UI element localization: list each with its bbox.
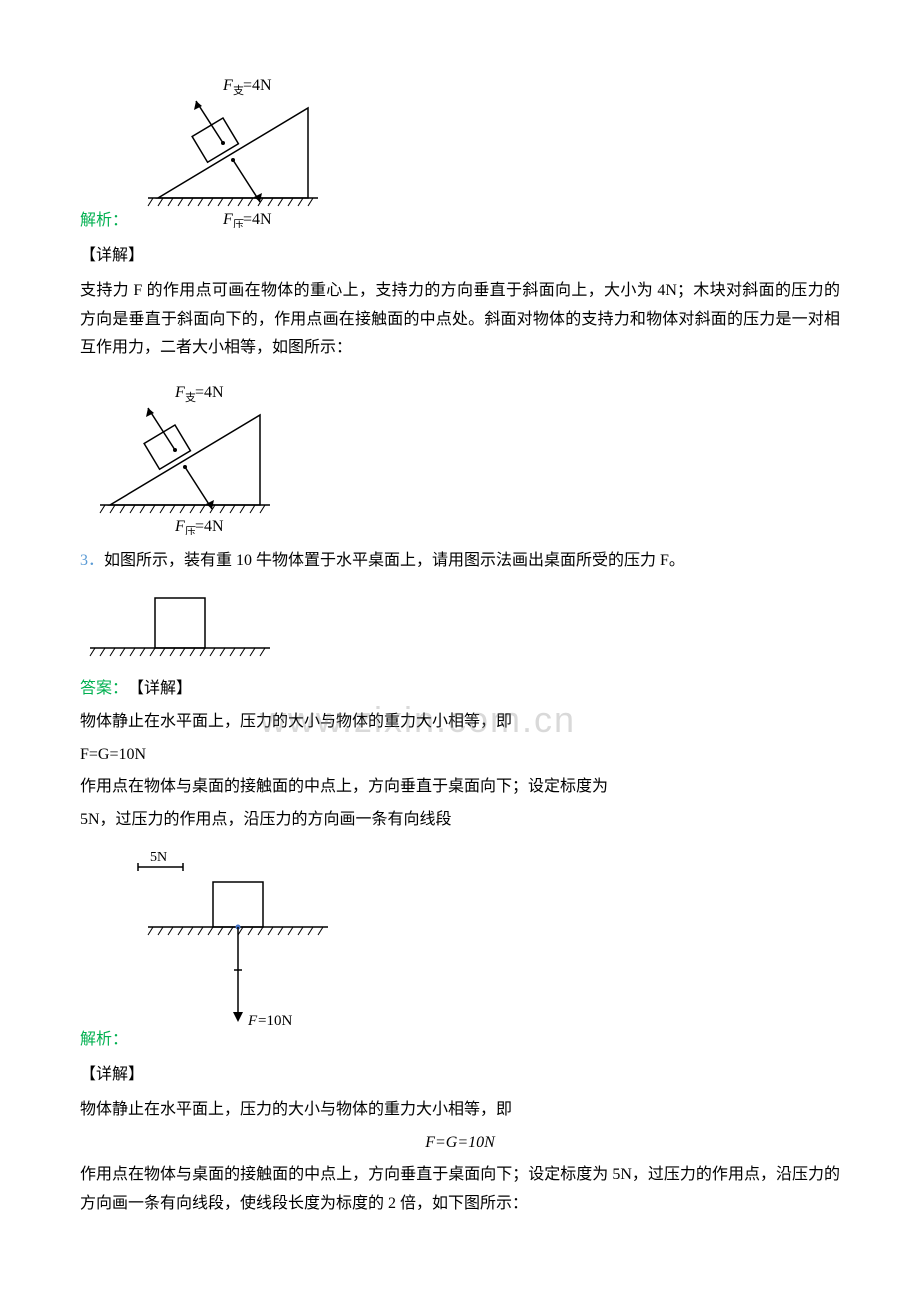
detail-label-2: 【详解】 bbox=[80, 1061, 840, 1090]
detail-label-1: 【详解】 bbox=[80, 242, 840, 271]
analysis-label-1: 解析： bbox=[80, 207, 128, 236]
svg-text:=4N: =4N bbox=[195, 384, 224, 401]
explanation-text-5: 作用点在物体与桌面的接触面的中点上，方向垂直于桌面向下；设定标度为 5N，过压力… bbox=[80, 1161, 840, 1219]
answer-text-3: 5N，过压力的作用点，沿压力的方向画一条有向线段 bbox=[80, 806, 840, 835]
svg-text:=4N: =4N bbox=[243, 77, 272, 94]
incline-diagram-2: F 支 =4N F 压 =4N bbox=[80, 375, 300, 535]
svg-text:F: F bbox=[247, 1013, 258, 1029]
question-text-3: 如图所示，装有重 10 牛物体置于水平桌面上，请用图示法画出桌面所受的压力 F。 bbox=[104, 552, 685, 569]
explanation-text-1: 支持力 F 的作用点可画在物体的重心上，支持力的方向垂直于斜面向上，大小为 4N… bbox=[80, 277, 840, 363]
svg-text:5N: 5N bbox=[150, 850, 167, 865]
svg-text:=10N: =10N bbox=[258, 1013, 292, 1029]
analysis-label-2: 解析： bbox=[80, 1026, 128, 1055]
detail-label-inline: 【详解】 bbox=[128, 680, 192, 697]
answer-label: 答案： bbox=[80, 675, 128, 704]
svg-text:F: F bbox=[174, 384, 185, 401]
svg-text:=4N: =4N bbox=[243, 211, 272, 228]
incline-diagram-1: F 支 =4N F 压 =4N bbox=[128, 68, 348, 228]
answer-text-2: 作用点在物体与桌面的接触面的中点上，方向垂直于桌面向下；设定标度为 bbox=[80, 773, 840, 802]
formula-2: F=G=10N bbox=[80, 1129, 840, 1158]
table-diagram-answer: 5N bbox=[128, 847, 348, 1047]
explanation-text-4: 物体静止在水平面上，压力的大小与物体的重力大小相等，即 bbox=[80, 1096, 840, 1125]
question-3: 3．如图所示，装有重 10 牛物体置于水平桌面上，请用图示法画出桌面所受的压力 … bbox=[80, 547, 840, 576]
formula-1: F=G=10N bbox=[80, 741, 840, 770]
svg-text:=4N: =4N bbox=[195, 518, 224, 535]
svg-text:F: F bbox=[222, 211, 233, 228]
svg-text:F: F bbox=[174, 518, 185, 535]
svg-text:F: F bbox=[222, 77, 233, 94]
table-diagram-question bbox=[80, 588, 280, 663]
question-number-3: 3． bbox=[80, 552, 104, 569]
answer-text-1: 物体静止在水平面上，压力的大小与物体的重力大小相等，即 bbox=[80, 708, 840, 737]
